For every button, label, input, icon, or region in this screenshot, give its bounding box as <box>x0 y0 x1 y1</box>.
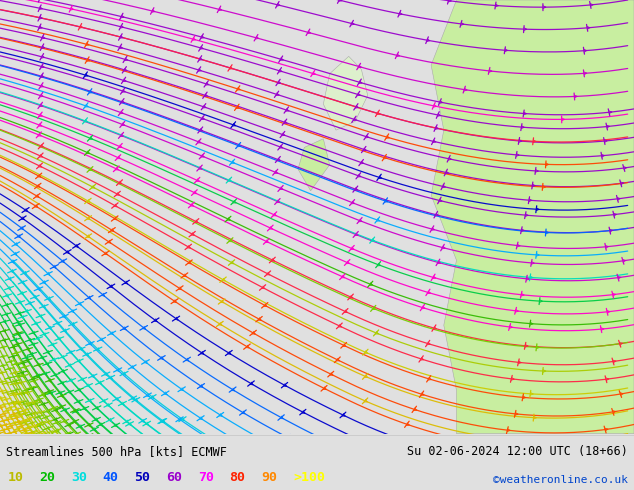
Text: 80: 80 <box>230 471 245 484</box>
Polygon shape <box>431 0 634 434</box>
Text: 10: 10 <box>8 471 23 484</box>
Text: 50: 50 <box>134 471 150 484</box>
Text: Streamlines 500 hPa [kts] ECMWF: Streamlines 500 hPa [kts] ECMWF <box>6 445 227 458</box>
Polygon shape <box>298 139 330 191</box>
Text: ©weatheronline.co.uk: ©weatheronline.co.uk <box>493 475 628 485</box>
Text: 60: 60 <box>166 471 182 484</box>
Text: >100: >100 <box>293 471 325 484</box>
Text: 40: 40 <box>103 471 119 484</box>
Text: 20: 20 <box>39 471 55 484</box>
Text: 90: 90 <box>261 471 277 484</box>
Polygon shape <box>323 56 368 130</box>
Text: 30: 30 <box>71 471 87 484</box>
Text: Su 02-06-2024 12:00 UTC (18+66): Su 02-06-2024 12:00 UTC (18+66) <box>407 445 628 458</box>
Text: 70: 70 <box>198 471 214 484</box>
